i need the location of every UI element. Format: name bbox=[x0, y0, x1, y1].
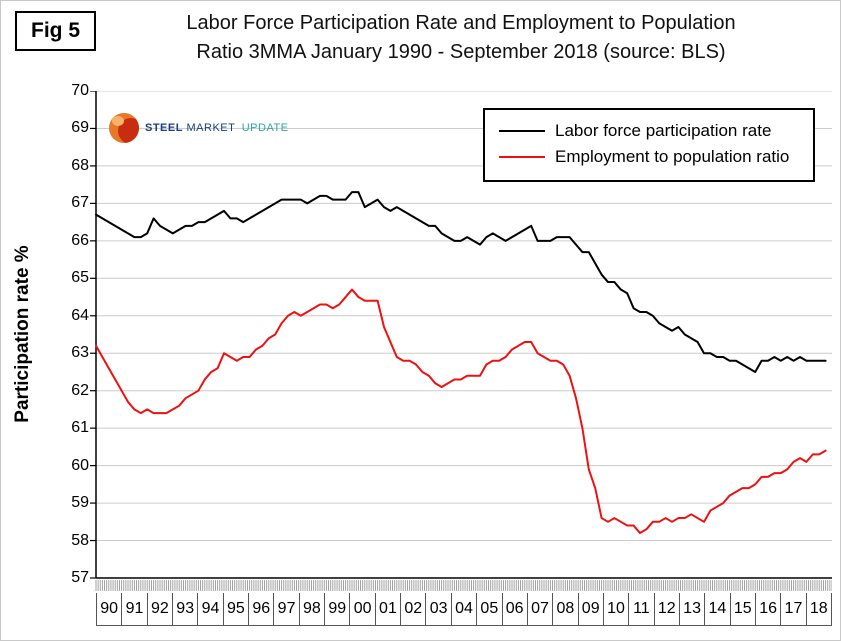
y-tick-label: 70 bbox=[71, 82, 89, 99]
series-line-epr bbox=[95, 288, 827, 535]
y-tick-label: 64 bbox=[71, 306, 89, 324]
steel-market-update-logo: STEEL MARKET UPDATE bbox=[109, 113, 289, 143]
y-tick-label: 59 bbox=[71, 494, 89, 512]
x-year-label: 06 bbox=[503, 593, 528, 625]
x-year-label: 10 bbox=[604, 593, 630, 625]
x-year-label: 14 bbox=[705, 593, 731, 625]
logo-sphere-icon bbox=[109, 113, 139, 143]
chart-legend: Labor force participation rate Employmen… bbox=[483, 108, 815, 182]
logo-word-update: UPDATE bbox=[241, 122, 289, 134]
figure-number-label: Fig 5 bbox=[31, 19, 81, 42]
chart-title-line2: Ratio 3MMA January 1990 - September 2018… bbox=[196, 41, 726, 63]
x-year-label: 07 bbox=[528, 593, 554, 625]
x-year-label: 12 bbox=[655, 593, 680, 625]
legend-entry-epr: Employment to population ratio bbox=[499, 144, 803, 170]
legend-label-epr: Employment to population ratio bbox=[555, 147, 790, 166]
chart-title: Labor Force Participation Rate and Emplo… bbox=[101, 9, 821, 67]
x-year-label: 17 bbox=[781, 593, 807, 625]
x-year-label: 97 bbox=[274, 593, 300, 625]
x-year-label: 04 bbox=[452, 593, 478, 625]
legend-entry-lfpr: Labor force participation rate bbox=[499, 118, 803, 144]
y-tick-label: 69 bbox=[71, 119, 89, 137]
x-year-label: 02 bbox=[401, 593, 427, 625]
x-year-label: 05 bbox=[477, 593, 503, 625]
legend-label-lfpr: Labor force participation rate bbox=[555, 121, 772, 140]
series-line-lfpr bbox=[95, 191, 827, 373]
x-year-label: 16 bbox=[756, 593, 782, 625]
x-axis-year-labels: 90 91 92 93 94 95 96 97 98 99 00 01 02 03 04 05 06 07 08 09… bbox=[96, 593, 832, 626]
y-tick-label: 65 bbox=[71, 269, 89, 287]
plot-area bbox=[90, 91, 832, 591]
y-tick-label: 62 bbox=[71, 381, 89, 399]
x-year-label: 11 bbox=[629, 593, 655, 625]
x-year-label: 95 bbox=[224, 593, 250, 625]
legend-line-red-icon bbox=[499, 156, 545, 158]
x-year-label: 96 bbox=[249, 593, 275, 625]
y-tick-label: 67 bbox=[71, 194, 89, 212]
y-tick-label: 58 bbox=[71, 531, 89, 549]
y-tick-label: 68 bbox=[71, 156, 89, 174]
x-year-label: 01 bbox=[376, 593, 402, 625]
x-year-label: 90 bbox=[97, 593, 123, 625]
y-tick-label: 61 bbox=[71, 419, 89, 437]
x-year-label: 92 bbox=[148, 593, 174, 625]
x-year-label: 09 bbox=[579, 593, 604, 625]
x-year-label: 13 bbox=[680, 593, 706, 625]
logo-word-steel: STEEL bbox=[145, 122, 183, 134]
chart-title-line1: Labor Force Participation Rate and Emplo… bbox=[186, 12, 736, 34]
x-year-label: 91 bbox=[122, 593, 148, 625]
x-year-label: 94 bbox=[198, 593, 224, 625]
y-axis-label: Participation rate % bbox=[12, 245, 33, 423]
y-tick-label: 57 bbox=[71, 569, 89, 586]
x-year-label: 08 bbox=[553, 593, 579, 625]
x-year-label: 03 bbox=[426, 593, 452, 625]
x-year-label: 98 bbox=[300, 593, 326, 625]
x-year-label: 93 bbox=[173, 593, 199, 625]
logo-word-market: MARKET bbox=[186, 122, 236, 134]
x-year-label: 99 bbox=[325, 593, 351, 625]
x-year-label: 00 bbox=[350, 593, 376, 625]
figure-number-box: Fig 5 bbox=[15, 11, 97, 51]
x-year-label: 18 bbox=[807, 593, 832, 625]
y-tick-label: 66 bbox=[71, 231, 89, 249]
y-tick-label: 63 bbox=[71, 344, 89, 362]
y-axis-tick-labels: 57 58 59 60 61 62 63 64 65 66 67 68 69 70 bbox=[49, 82, 89, 592]
x-year-label: 15 bbox=[731, 593, 756, 625]
y-tick-label: 60 bbox=[71, 456, 89, 474]
legend-line-black-icon bbox=[499, 130, 545, 132]
